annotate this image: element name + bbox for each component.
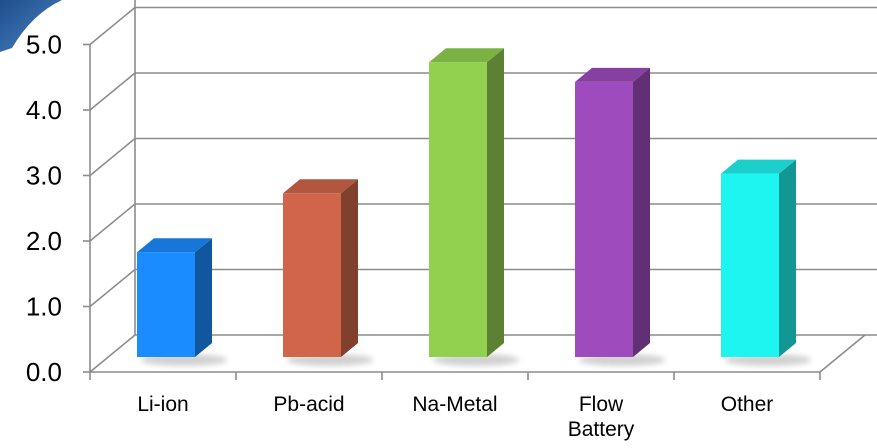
x-tick-label-line: Li-ion [137, 393, 188, 416]
gridline-left-wall [89, 72, 136, 111]
x-tick-label-line: Other [721, 393, 774, 416]
y-tick-label: 3.0 [26, 161, 62, 191]
y-axis-tick-labels: 0.0 1.0 2.0 3.0 4.0 5.0 [26, 30, 62, 388]
bar-other [721, 159, 812, 366]
bar-li-ion [137, 238, 228, 366]
y-tick-label: 5.0 [26, 30, 62, 60]
gridline-left-wall [89, 6, 136, 46]
bar-top-face [575, 67, 650, 82]
x-tick-label: Li-ion [137, 393, 188, 416]
bar-front-face [137, 252, 195, 357]
y-tick-label: 2.0 [26, 226, 62, 256]
bar-top-face [283, 179, 358, 194]
axes [83, 43, 821, 380]
bar-top-face [429, 48, 504, 63]
bar-front-face [283, 193, 341, 357]
bar-front-face [575, 81, 633, 358]
y-tick-label: 1.0 [26, 292, 62, 322]
bar-pb-acid [283, 179, 374, 366]
gridline-left-wall [89, 334, 136, 373]
y-tick-label: 4.0 [26, 95, 62, 125]
bar-side-face [779, 159, 796, 357]
bar-top-face [137, 238, 212, 253]
floor-right-edge [819, 334, 866, 373]
x-tick-label: Flow Battery [568, 393, 635, 441]
x-tick-label: Na-Metal [412, 393, 497, 416]
gridline-left-wall [89, 268, 136, 308]
x-tick-label-line: Pb-acid [273, 393, 344, 416]
bars [137, 48, 812, 366]
corner-decoration [0, 0, 62, 52]
gridline-left-wall [89, 203, 136, 242]
x-tick-label-line: Na-Metal [412, 393, 497, 416]
x-tick-label-line: Battery [568, 418, 635, 441]
y-tick-label: 0.0 [26, 357, 62, 387]
x-tick-label: Other [721, 393, 774, 416]
bar-side-face [195, 238, 212, 357]
bar-side-face [487, 48, 504, 357]
gridline-left-wall [89, 137, 136, 177]
x-tick-label: Pb-acid [273, 393, 344, 416]
x-tick-label-line: Flow [579, 393, 624, 416]
bar-front-face [429, 62, 487, 357]
bar-na-metal [429, 48, 520, 366]
bar-side-face [633, 67, 650, 358]
bar-front-face [721, 173, 779, 357]
bar-flow-battery [575, 67, 666, 366]
bar-top-face [721, 159, 796, 174]
bar-side-face [341, 179, 358, 357]
x-axis-tick-labels: Li-ion Pb-acid Na-Metal Flow Battery Other [137, 393, 773, 441]
